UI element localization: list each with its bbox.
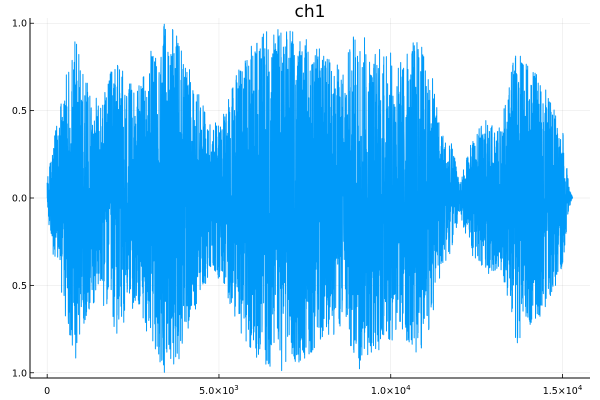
x-tick-label: 5.0×103 (199, 384, 239, 397)
y-tick-label: 1.0 (12, 368, 27, 379)
x-tick-label: 0 (44, 386, 50, 397)
y-tick-label: 1.0 (12, 19, 27, 30)
x-tick-label-exponent: 4 (578, 384, 583, 392)
x-tick-label: 1.0×104 (371, 384, 411, 397)
tick-labels: 0 5.0×103 1.0×104 1.5×104 1.0 0.5 0.0 0.5 1.0 (12, 19, 583, 397)
chart-title: ch1 (295, 2, 326, 22)
x-tick-label: 1.5×104 (543, 384, 583, 397)
series-line-ch1 (46, 23, 574, 373)
y-tick-label: 0.0 (12, 194, 27, 205)
y-tick-label: 0.5 (12, 106, 27, 117)
y-tick-label: 0.5 (12, 281, 27, 292)
x-tick-label-exponent: 4 (406, 384, 411, 392)
x-tick-label-exponent: 3 (234, 384, 238, 392)
